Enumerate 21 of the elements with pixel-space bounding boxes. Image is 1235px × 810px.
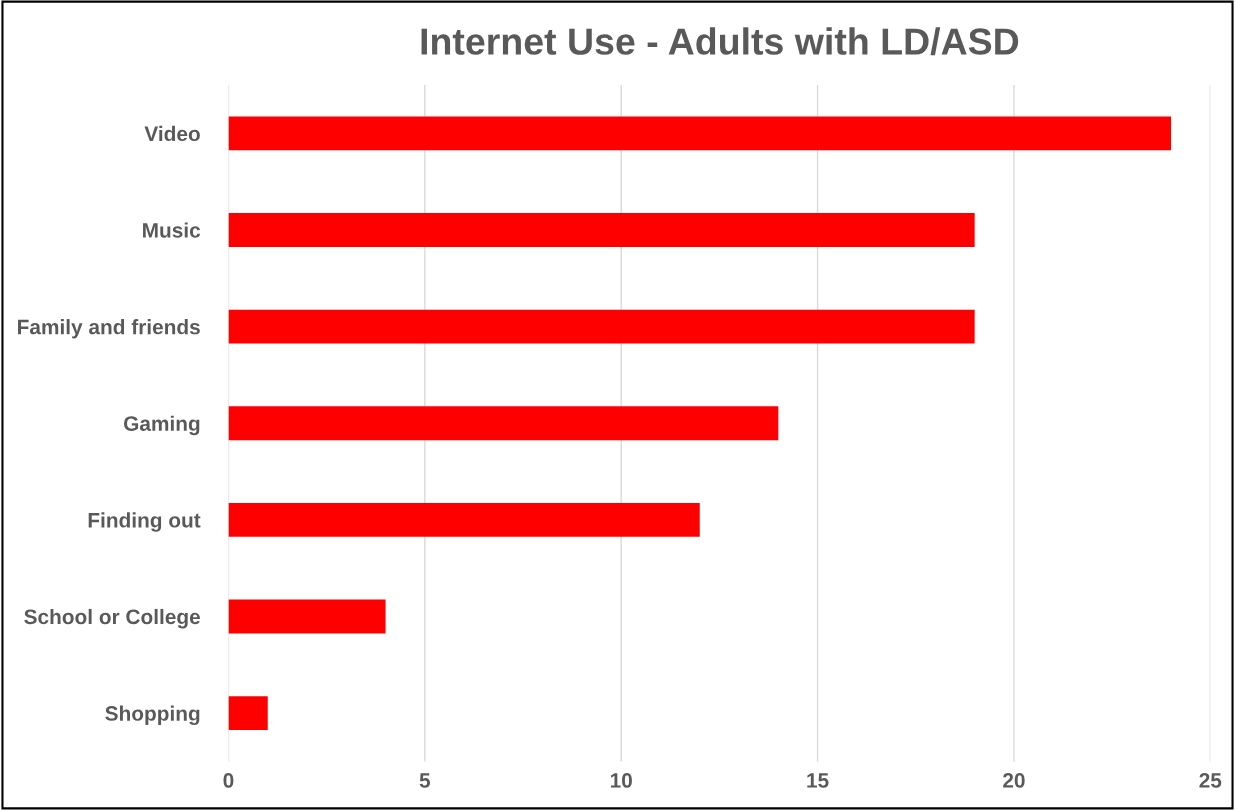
y-tick-label: Family and friends (18, 319, 200, 339)
y-tick-label: Video (144, 125, 200, 142)
chart-title: Internet Use - Adults with LD/ASD (421, 27, 1019, 56)
bar (228, 696, 268, 730)
y-tick-label: Gaming (124, 415, 200, 436)
y-tick-label: Music (143, 222, 201, 238)
bar (228, 406, 779, 441)
x-tick-label: 20 (1003, 773, 1025, 788)
bar (228, 213, 975, 247)
x-tick-label: 15 (807, 773, 829, 788)
bar (228, 599, 386, 634)
bar (228, 309, 975, 344)
bar (228, 116, 1172, 151)
x-tick-label: 10 (610, 773, 632, 788)
y-tick-label: Finding out (88, 512, 201, 532)
y-tick-label: School or College (24, 608, 200, 629)
x-tick-label: 5 (419, 773, 431, 788)
bar (228, 502, 700, 537)
x-tick-label: 25 (1199, 773, 1222, 788)
x-tick-label: 0 (223, 773, 234, 788)
y-tick-label: Shopping (105, 705, 200, 726)
